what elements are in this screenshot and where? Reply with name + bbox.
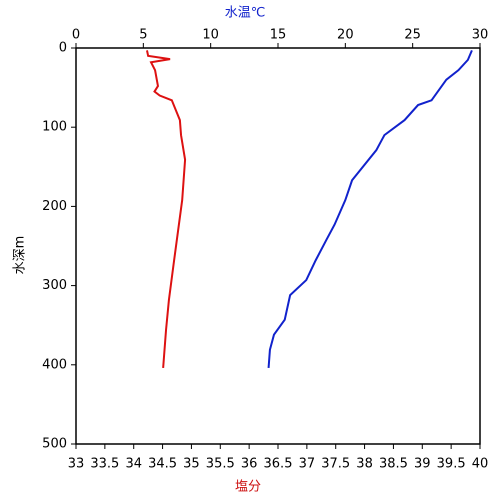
- x-tick-label: 35: [183, 457, 200, 472]
- y-tick-label: 0: [59, 41, 67, 56]
- x2-tick-label: 10: [202, 28, 219, 43]
- y-axis-title: 水深m: [13, 236, 28, 275]
- x-tick-label: 36: [241, 457, 258, 472]
- y-tick-label: 300: [42, 278, 67, 293]
- x-tick-label: 36.5: [264, 457, 293, 472]
- x2-tick-label: 20: [337, 28, 354, 43]
- plot-frame: [75, 47, 481, 445]
- x-tick-label: 37: [299, 457, 316, 472]
- x-tick-label: 38: [356, 457, 373, 472]
- x2-axis-title: 水温℃: [225, 6, 266, 21]
- x-tick-label: 39: [414, 457, 431, 472]
- x2-tick-label: 0: [72, 28, 80, 43]
- x2-tick-label: 5: [139, 28, 147, 43]
- x-tick-label: 34: [125, 457, 142, 472]
- profile-line: [267, 49, 473, 369]
- x2-tick-label: 25: [404, 28, 421, 43]
- profile-line: [146, 50, 187, 369]
- x-tick-label: 33.5: [90, 457, 119, 472]
- x-tick-label: 37.5: [321, 457, 350, 472]
- x2-tick-label: 30: [472, 28, 489, 43]
- x-tick-label: 34.5: [148, 457, 177, 472]
- x-tick-label: 39.5: [437, 457, 466, 472]
- x-tick-label: 38.5: [379, 457, 408, 472]
- y-tick-label: 200: [42, 199, 67, 214]
- y-tick-label: 100: [42, 120, 67, 135]
- x-tick-label: 35.5: [206, 457, 235, 472]
- x-tick-label: 33: [68, 457, 85, 472]
- x-tick-label: 40: [472, 457, 489, 472]
- x2-tick-label: 15: [270, 28, 287, 43]
- y-tick-label: 400: [42, 357, 67, 372]
- y-tick-label: 500: [42, 437, 67, 452]
- x-axis-title: 塩分: [235, 480, 261, 495]
